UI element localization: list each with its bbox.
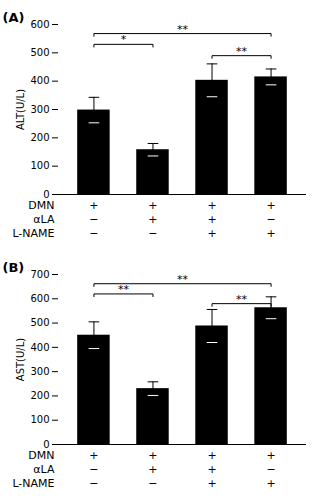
svg-text:αLA: αLA — [33, 213, 55, 226]
svg-text:600: 600 — [30, 19, 49, 30]
svg-text:**: ** — [118, 283, 130, 296]
svg-text:(A): (A) — [3, 10, 25, 25]
svg-text:+: + — [207, 199, 216, 212]
svg-text:500: 500 — [30, 317, 49, 328]
svg-text:−: − — [266, 213, 275, 226]
svg-text:100: 100 — [30, 160, 49, 171]
svg-text:+: + — [266, 449, 275, 462]
svg-text:−: − — [89, 227, 98, 240]
svg-text:−: − — [89, 477, 98, 490]
svg-text:+: + — [89, 199, 98, 212]
svg-text:L-NAME: L-NAME — [12, 477, 54, 490]
svg-text:200: 200 — [30, 390, 49, 401]
svg-text:+: + — [266, 477, 275, 490]
svg-text:+: + — [207, 463, 216, 476]
svg-text:200: 200 — [30, 132, 49, 143]
svg-text:+: + — [207, 477, 216, 490]
svg-text:−: − — [89, 463, 98, 476]
svg-text:DMN: DMN — [28, 199, 54, 212]
svg-text:**: ** — [236, 45, 248, 58]
svg-text:+: + — [266, 227, 275, 240]
svg-text:**: ** — [177, 273, 189, 286]
svg-text:+: + — [207, 449, 216, 462]
svg-text:−: − — [89, 213, 98, 226]
svg-text:(B): (B) — [3, 260, 25, 275]
svg-text:600: 600 — [30, 293, 49, 304]
svg-text:100: 100 — [30, 414, 49, 425]
svg-text:+: + — [207, 227, 216, 240]
svg-text:L-NAME: L-NAME — [12, 227, 54, 240]
svg-text:+: + — [148, 199, 157, 212]
svg-text:AST(U/L): AST(U/L) — [15, 338, 26, 381]
svg-text:300: 300 — [30, 366, 49, 377]
svg-text:500: 500 — [30, 47, 49, 58]
svg-text:300: 300 — [30, 104, 49, 115]
svg-text:0: 0 — [43, 188, 50, 200]
svg-text:700: 700 — [30, 269, 49, 280]
svg-text:400: 400 — [30, 75, 49, 86]
svg-text:ALT(U/L): ALT(U/L) — [15, 89, 26, 130]
svg-text:+: + — [266, 199, 275, 212]
svg-text:+: + — [148, 463, 157, 476]
svg-text:−: − — [266, 463, 275, 476]
svg-text:−: − — [148, 477, 157, 490]
svg-text:+: + — [89, 449, 98, 462]
svg-text:αLA: αLA — [33, 463, 55, 476]
svg-text:0: 0 — [43, 438, 50, 450]
svg-text:**: ** — [177, 23, 189, 36]
svg-text:+: + — [148, 449, 157, 462]
svg-text:+: + — [207, 213, 216, 226]
svg-text:+: + — [148, 213, 157, 226]
svg-text:*: * — [121, 33, 127, 46]
svg-text:−: − — [148, 227, 157, 240]
svg-text:DMN: DMN — [28, 449, 54, 462]
svg-text:**: ** — [236, 293, 248, 306]
svg-text:400: 400 — [30, 342, 49, 353]
